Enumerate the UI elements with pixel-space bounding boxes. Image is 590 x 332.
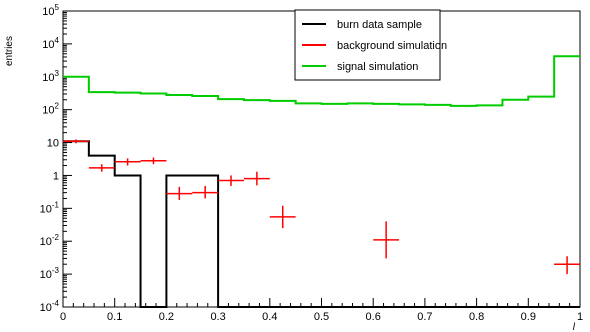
legend-label: burn data sample: [337, 19, 422, 31]
y-tick-label: 105: [42, 3, 59, 18]
x-tick-label: 0.8: [469, 311, 484, 323]
data-point: [554, 256, 580, 275]
x-tick-label: 0.7: [417, 311, 432, 323]
plot-series: [63, 55, 580, 308]
x-tick-label: 0.4: [262, 311, 277, 323]
x-tick-label: 0.9: [521, 311, 536, 323]
data-point: [218, 175, 244, 186]
y-tick-label: 10-1: [40, 200, 60, 215]
legend-entry: signal simulation: [302, 61, 418, 73]
legend-label: background simulation: [337, 40, 447, 52]
x-tick-label: 0.2: [159, 311, 174, 323]
series-burn-data-sample: [63, 140, 580, 308]
data-point: [166, 186, 193, 200]
x-tick-label: 0.6: [366, 311, 381, 323]
y-axis-title: entries: [4, 36, 15, 66]
x-tick-label: 0.5: [314, 311, 329, 323]
legend-label: signal simulation: [337, 61, 418, 73]
data-point: [269, 205, 296, 229]
x-axis-title: l: [573, 322, 576, 332]
data-point: [192, 185, 219, 199]
series-background-simulation: [63, 139, 580, 275]
y-tick-label: 103: [42, 69, 59, 84]
y-tick-label: 10-3: [40, 266, 60, 281]
data-point: [243, 171, 270, 186]
x-tick-label: 0.3: [210, 311, 225, 323]
data-point: [63, 139, 89, 144]
x-tick-label: 1: [577, 311, 583, 323]
y-tick-label: 10-2: [40, 233, 60, 248]
legend: burn data sample background simulation sig…: [294, 9, 447, 81]
data-point: [88, 164, 115, 172]
y-tick-label: 102: [42, 102, 59, 117]
series-signal-simulation: [63, 55, 580, 107]
x-tick-label: 0: [60, 311, 66, 323]
data-point: [140, 157, 167, 165]
legend-entry: background simulation: [302, 40, 447, 52]
y-tick-label: 104: [42, 36, 59, 51]
y-tick-label: 10: [47, 138, 59, 150]
x-tick-label: 0.1: [107, 311, 122, 323]
y-tick-label: 1: [53, 170, 59, 182]
data-point: [373, 221, 400, 259]
y-tick-label: 10-4: [40, 299, 60, 314]
legend-entry: burn data sample: [302, 19, 422, 31]
data-point: [114, 158, 141, 166]
